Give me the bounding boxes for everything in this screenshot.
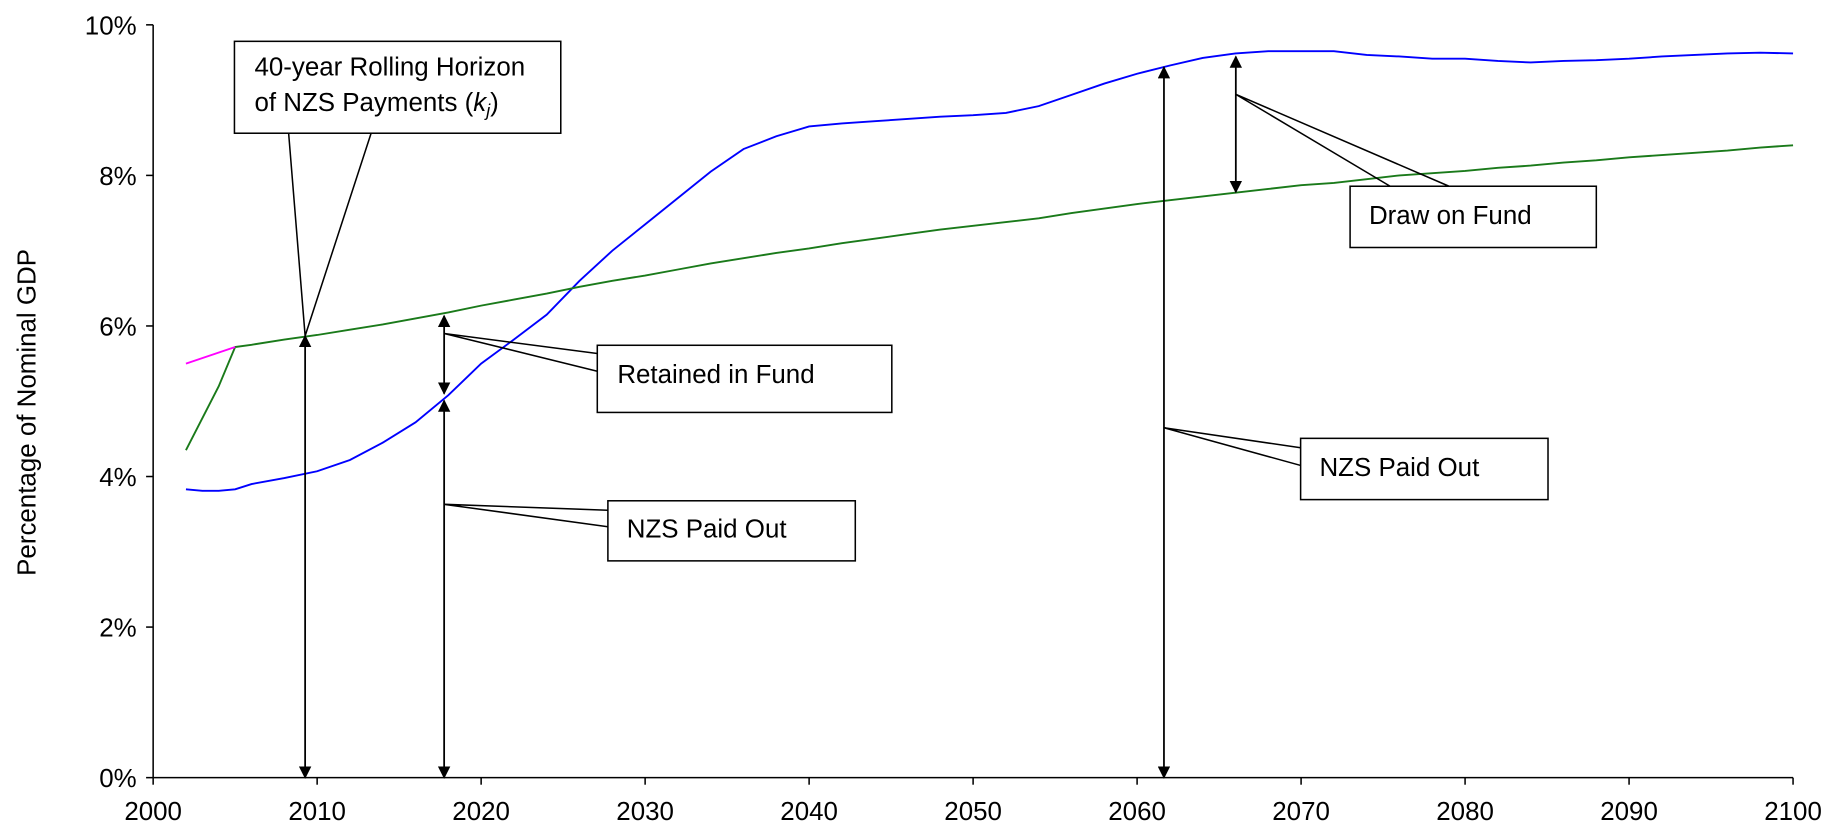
callout-text: Draw on Fund [1369,202,1532,230]
plot-area: 0% 2% 4% 6% 8% 10% 2000 2010 2020 2030 2040 2050 206… [85,12,1822,826]
callout-text: Retained in Fund [617,361,814,389]
annotations: 40-year Rolling Horizon of NZS Payments … [233,40,1598,779]
callout-text: NZS Paid Out [627,515,788,543]
y-axis-label: Percentage of Nominal GDP [13,249,41,576]
x-tick-label: 2080 [1436,798,1494,826]
x-tick-label: 2070 [1272,798,1330,826]
x-tick-label: 2030 [616,798,674,826]
callout-text: 40-year Rolling Horizon [254,53,525,81]
y-tick-label: 8% [99,163,136,191]
callout-box [596,344,893,414]
x-tick-label: 2040 [780,798,838,826]
y-tick-label: 0% [99,765,136,793]
x-tick-label: 2000 [124,798,182,826]
leader-line [1163,426,1301,467]
callout-text: of NZS Payments (kj) [254,89,498,121]
y-tick-label: 10% [85,12,137,40]
callout-symbol: k [473,89,488,117]
y-tick-label: 6% [99,313,136,341]
leader-line [1235,93,1450,187]
callout-box [1349,185,1598,249]
x-tick-label: 2060 [1108,798,1166,826]
y-tick-label: 2% [99,615,136,643]
data-line [185,144,1794,451]
callout-box [1299,437,1549,501]
x-tick-label: 2090 [1600,798,1658,826]
data-line [185,50,1794,492]
callout-text: NZS Paid Out [1319,454,1480,482]
leader-line [444,503,608,528]
leader-line [443,332,598,372]
y-tick-label: 4% [99,464,136,492]
data-line [185,346,236,365]
x-tick-label: 2010 [288,798,346,826]
callout-text: of NZS Payments ( [254,89,473,117]
callout-box [607,500,857,562]
x-tick-label: 2050 [944,798,1002,826]
callout-subscript: j [484,101,491,121]
callout-text: ) [490,89,499,117]
x-tick-label: 2100 [1764,798,1822,826]
leader-line [287,132,372,337]
callout-box [233,40,562,134]
x-tick-label: 2020 [452,798,510,826]
